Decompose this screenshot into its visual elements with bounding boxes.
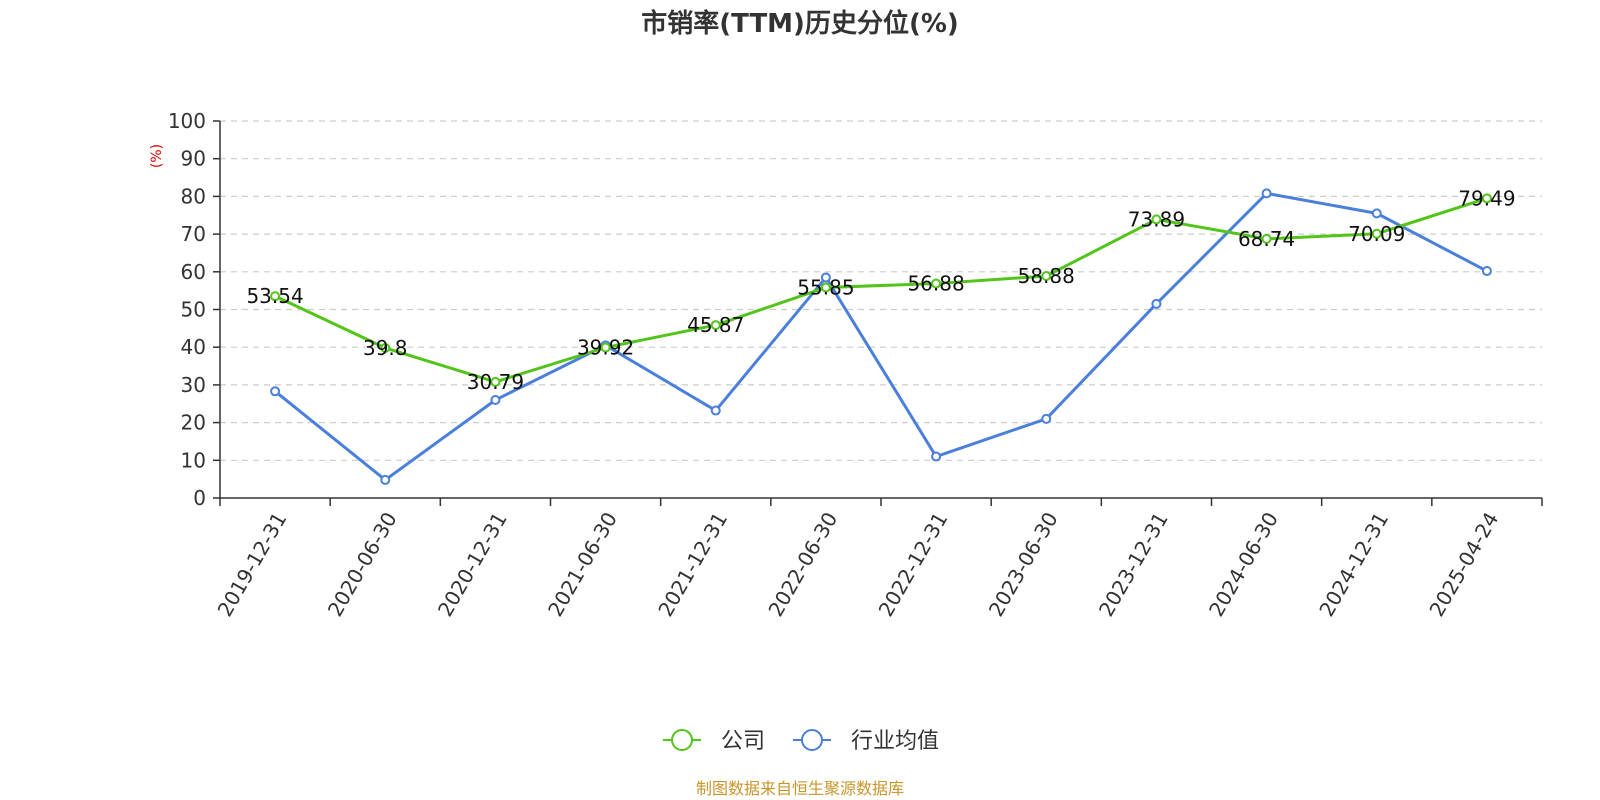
data-label-s0-5: 55.85: [797, 275, 854, 299]
x-tick-label-1: 2020-06-30: [323, 508, 402, 621]
data-label-s0-7: 58.88: [1018, 264, 1075, 288]
legend-marker-0: [671, 729, 693, 751]
point-s0-4: [710, 320, 721, 331]
data-label-s0-1: 39.8: [363, 336, 408, 360]
data-label-s0-2: 30.79: [467, 370, 524, 394]
point-s1-9: [1261, 188, 1272, 199]
y-tick-label-80: 80: [181, 184, 206, 208]
data-label-s0-3: 39.92: [577, 336, 634, 360]
point-s0-7: [1041, 271, 1052, 282]
legend-marker-1: [801, 729, 823, 751]
point-s0-3: [600, 342, 611, 353]
data-label-s0-11: 79.49: [1458, 186, 1515, 210]
x-tick-label-10: 2024-12-31: [1314, 508, 1393, 621]
source-note: 制图数据来自恒生聚源数据库: [696, 779, 904, 798]
point-s0-2: [490, 376, 501, 387]
x-tick-label-7: 2023-06-30: [984, 508, 1063, 621]
y-tick-label-100: 100: [168, 109, 206, 133]
x-tick-label-4: 2021-12-31: [653, 508, 732, 621]
x-tick-label-6: 2022-12-31: [874, 508, 953, 621]
y-tick-label-30: 30: [181, 373, 206, 397]
x-tick-label-5: 2022-06-30: [763, 508, 842, 621]
x-tick-label-11: 2025-04-24: [1424, 508, 1503, 621]
legend-label-0: 公司: [721, 729, 765, 754]
point-s1-7: [1041, 413, 1052, 424]
data-label-s0-9: 68.74: [1238, 227, 1295, 251]
point-s1-4: [710, 405, 721, 416]
data-label-s0-4: 45.87: [687, 313, 744, 337]
data-label-s0-8: 73.89: [1128, 207, 1185, 231]
x-tick-label-2: 2020-12-31: [433, 508, 512, 621]
point-s1-8: [1151, 298, 1162, 309]
x-tick-label-3: 2021-06-30: [543, 508, 622, 621]
point-s1-11: [1481, 266, 1492, 277]
data-labels: 53.54 39.8 30.79 39.92 45.87 55.85 56.88 58.88 7…: [246, 186, 1515, 394]
axes: 0 10 20 30 40 50 60 70 80 90 100 2019-12-31 2020-06-…: [168, 109, 1543, 621]
point-s0-11: [1481, 193, 1492, 204]
x-tick-label-9: 2024-06-30: [1204, 508, 1283, 621]
y-tick-label-90: 90: [181, 147, 206, 171]
point-s1-2: [490, 394, 501, 405]
y-tick-label-70: 70: [181, 222, 206, 246]
y-tick-label-40: 40: [181, 335, 206, 359]
chart-title: 市销率(TTM)历史分位(%): [641, 8, 959, 39]
series-line-0: [274, 196, 1488, 384]
y-tick-label-0: 0: [193, 486, 206, 510]
point-s0-1: [380, 342, 391, 353]
y-tick-label-20: 20: [181, 411, 206, 435]
gridlines: [220, 120, 1542, 461]
legend-label-1: 行业均值: [851, 729, 939, 754]
y-axis-label: (%): [149, 144, 165, 168]
point-s1-5: [820, 272, 831, 283]
point-s0-6: [931, 278, 942, 289]
data-label-s0-0: 53.54: [246, 284, 303, 308]
y-tick-label-60: 60: [181, 260, 206, 284]
point-s1-10: [1371, 208, 1382, 219]
series-line-1: [274, 191, 1488, 482]
y-tick-label-10: 10: [181, 448, 206, 472]
x-tick-label-8: 2023-12-31: [1094, 508, 1173, 621]
point-s1-0: [270, 386, 281, 397]
data-label-s0-10: 70.09: [1348, 222, 1405, 246]
point-s0-10: [1371, 228, 1382, 239]
y-tick-label-50: 50: [181, 298, 206, 322]
data-label-s0-6: 56.88: [907, 272, 964, 296]
series-layer: [270, 188, 1492, 485]
legend: 公司 行业均值: [663, 729, 939, 754]
point-s0-8: [1151, 214, 1162, 225]
point-s0-0: [270, 291, 281, 302]
point-s0-9: [1261, 233, 1272, 244]
point-s1-1: [380, 474, 391, 485]
point-s0-5: [820, 282, 831, 293]
x-tick-label-0: 2019-12-31: [213, 508, 292, 621]
point-s1-6: [931, 451, 942, 462]
